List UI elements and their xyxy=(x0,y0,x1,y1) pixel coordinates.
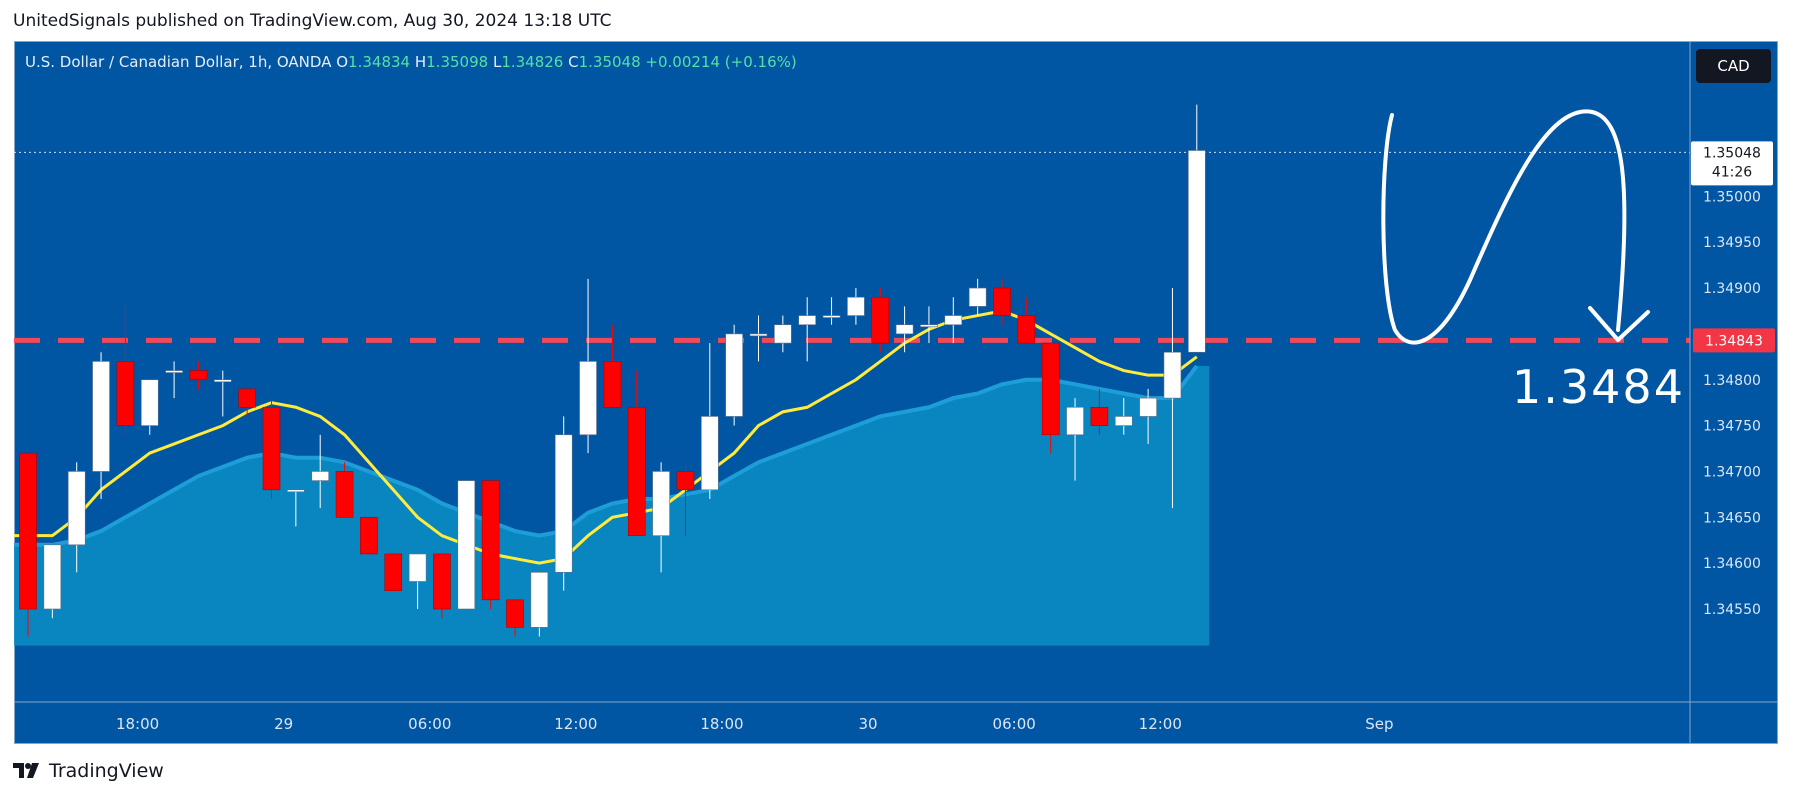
candle[interactable] xyxy=(774,324,792,344)
axis-layer: 1.34550 1.34600 1.34650 1.34700 1.34750 1.348… xyxy=(14,42,1778,743)
candle[interactable] xyxy=(92,361,110,472)
y-tick-label: 1.34900 xyxy=(1703,281,1761,297)
candle[interactable] xyxy=(408,553,427,582)
candle[interactable] xyxy=(1090,406,1109,426)
x-tick-label: 30 xyxy=(859,715,878,733)
level-layer xyxy=(14,151,1690,343)
x-tick-label: 18:00 xyxy=(116,715,159,733)
chart-legend: U.S. Dollar / Canadian Dollar, 1h, OANDA… xyxy=(25,53,797,71)
candle[interactable] xyxy=(262,406,281,491)
candle[interactable] xyxy=(140,379,159,426)
candle[interactable] xyxy=(311,471,330,481)
candle[interactable] xyxy=(19,452,37,610)
candle[interactable] xyxy=(287,489,305,493)
candle[interactable] xyxy=(165,370,183,373)
candle[interactable] xyxy=(1139,397,1157,417)
y-tick-label: 1.34750 xyxy=(1703,419,1761,435)
candle[interactable] xyxy=(822,315,841,318)
candle[interactable] xyxy=(603,361,622,408)
y-tick-label: 1.35000 xyxy=(1703,189,1761,205)
candle[interactable] xyxy=(457,480,476,610)
candle[interactable] xyxy=(1163,351,1182,399)
candle[interactable] xyxy=(384,553,403,591)
candle[interactable] xyxy=(506,599,524,628)
candle[interactable] xyxy=(1114,416,1133,426)
x-tick-label: 18:00 xyxy=(700,715,743,733)
candle[interactable] xyxy=(238,388,256,408)
footer-brand-text: TradingView xyxy=(49,760,164,782)
tradingview-logo-icon xyxy=(13,763,39,778)
candle[interactable] xyxy=(43,544,62,610)
legend-change: +0.00214 (+0.16%) xyxy=(645,53,797,71)
ma-slow-line xyxy=(14,364,1199,547)
legend-high: 1.35098 xyxy=(426,53,489,71)
y-tick-label: 1.34800 xyxy=(1703,373,1761,389)
candle[interactable] xyxy=(895,324,914,335)
candle[interactable] xyxy=(749,333,768,337)
publisher-line: UnitedSignals published on TradingView.c… xyxy=(13,11,612,31)
candle[interactable] xyxy=(847,296,865,316)
x-tick-label: 29 xyxy=(274,715,293,733)
last-price-label: 1.35048 xyxy=(1703,145,1761,161)
candle[interactable] xyxy=(700,416,719,491)
candle[interactable] xyxy=(968,287,987,307)
legend-open: 1.34834 xyxy=(348,53,411,71)
y-tick-label: 1.34600 xyxy=(1703,556,1761,572)
candle[interactable] xyxy=(627,406,646,536)
x-tick-label: 06:00 xyxy=(993,715,1036,733)
annotation-layer: 1.3484 xyxy=(1381,109,1685,414)
legend-close: 1.35048 xyxy=(578,53,641,71)
candle[interactable] xyxy=(871,296,890,344)
candle[interactable] xyxy=(530,572,549,628)
arrow-head-icon xyxy=(1588,306,1650,342)
last-price-tag xyxy=(1691,141,1773,186)
candle[interactable] xyxy=(360,516,378,555)
candle[interactable] xyxy=(652,471,670,536)
footer-brand[interactable]: TradingView xyxy=(13,760,164,782)
y-tick-label: 1.34550 xyxy=(1703,602,1761,618)
candle[interactable] xyxy=(335,471,354,518)
candle-countdown: 41:26 xyxy=(1712,164,1752,180)
candle[interactable] xyxy=(725,333,743,417)
candle[interactable] xyxy=(920,324,938,328)
candles-layer xyxy=(19,104,1206,637)
candle[interactable] xyxy=(798,315,817,326)
candle[interactable] xyxy=(67,471,86,546)
candle[interactable] xyxy=(554,434,573,573)
candle[interactable] xyxy=(214,379,232,383)
legend-symbol: U.S. Dollar / Canadian Dollar, 1h, OANDA xyxy=(25,53,332,71)
currency-button[interactable]: CAD xyxy=(1696,49,1771,83)
forecast-arrow-path xyxy=(1381,109,1627,345)
level-price-label: 1.34843 xyxy=(1705,333,1763,349)
legend-h-label: H xyxy=(414,53,427,71)
y-tick-label: 1.34700 xyxy=(1703,464,1761,480)
candle[interactable] xyxy=(676,471,695,491)
x-tick-label: 06:00 xyxy=(408,715,451,733)
candle[interactable] xyxy=(189,370,208,381)
candle[interactable] xyxy=(1041,342,1060,436)
candle[interactable] xyxy=(993,287,1011,316)
candle[interactable] xyxy=(116,361,135,426)
candle[interactable] xyxy=(1066,406,1084,436)
candle[interactable] xyxy=(1188,150,1206,353)
legend-c-label: C xyxy=(568,53,579,71)
legend-o-label: O xyxy=(336,53,349,71)
x-tick-label: Sep xyxy=(1365,715,1393,733)
y-tick-label: 1.34950 xyxy=(1703,235,1761,251)
level-price-tag xyxy=(1693,328,1775,353)
target-annotation: 1.3484 xyxy=(1512,360,1685,414)
candle[interactable] xyxy=(1017,315,1036,344)
y-tick-label: 1.34650 xyxy=(1703,510,1761,526)
x-tick-label: 12:00 xyxy=(554,715,597,733)
candle[interactable] xyxy=(579,361,597,436)
candle[interactable] xyxy=(481,480,500,601)
legend-low: 1.34826 xyxy=(501,53,564,71)
candle[interactable] xyxy=(944,315,963,326)
legend-l-label: L xyxy=(492,53,502,71)
candle[interactable] xyxy=(433,553,451,610)
x-tick-label: 12:00 xyxy=(1139,715,1182,733)
